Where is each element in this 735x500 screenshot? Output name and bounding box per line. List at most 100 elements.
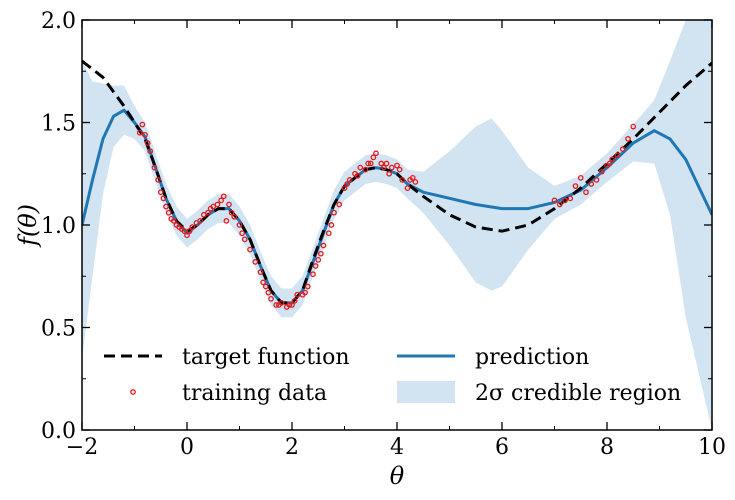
training-point: [551, 197, 558, 204]
training-point: [260, 279, 266, 286]
training-point: [257, 269, 264, 275]
legend-band-swatch: [397, 381, 455, 403]
y-tick-label: 0.0: [41, 419, 76, 444]
training-point: [331, 209, 337, 216]
training-point: [160, 195, 167, 202]
y-axis-label: f(θ): [14, 204, 42, 248]
training-point: [247, 246, 253, 253]
y-tick-label: 0.5: [41, 317, 76, 342]
training-point: [583, 189, 589, 196]
training-point: [328, 222, 335, 228]
training-point: [630, 123, 637, 130]
training-point: [556, 201, 563, 208]
y-tick-label: 1.5: [41, 112, 76, 137]
training-point: [205, 209, 211, 216]
training-point: [165, 209, 172, 216]
training-point: [567, 195, 574, 202]
training-point: [262, 283, 269, 290]
training-point: [325, 230, 332, 237]
x-tick-label: −2: [66, 435, 98, 460]
training-point: [184, 232, 190, 239]
training-point: [383, 160, 390, 167]
training-point: [394, 162, 400, 169]
y-tick-label: 2.0: [41, 9, 76, 34]
training-point: [593, 177, 600, 183]
x-tick-label: 4: [390, 435, 404, 460]
training-point: [315, 256, 322, 263]
training-point: [220, 193, 227, 200]
training-point: [241, 236, 248, 243]
training-point: [386, 170, 392, 177]
training-point: [186, 228, 193, 234]
credible-region-layer: [82, 20, 712, 430]
training-point: [200, 211, 207, 218]
target-function-line: [82, 59, 712, 305]
training-point: [239, 230, 245, 237]
credible-region-band: [82, 20, 712, 430]
training-point: [142, 131, 148, 138]
prediction-line: [82, 108, 712, 305]
training-point: [318, 250, 324, 257]
training-point: [155, 177, 161, 183]
training-point: [341, 185, 348, 191]
legend-training-swatch: [130, 389, 136, 395]
x-tick-label: 0: [180, 435, 194, 460]
training-point: [388, 164, 395, 171]
training-point: [147, 148, 154, 155]
axes: −2 0 2 4 6 8 10 0.0 0.5 1.0 1.5 2.0 θ f(θ): [14, 9, 726, 490]
training-point: [614, 152, 621, 159]
training-point: [367, 160, 374, 167]
training-point: [310, 271, 316, 278]
training-point: [144, 140, 151, 146]
training-point: [378, 160, 385, 167]
training-point: [344, 181, 350, 187]
training-point: [163, 203, 169, 210]
training-point: [181, 228, 188, 234]
training-point: [223, 218, 230, 224]
y-tick-label: 1.0: [41, 214, 76, 239]
training-point: [625, 136, 631, 142]
legend-label-target: target function: [182, 345, 350, 370]
training-point: [302, 289, 308, 296]
training-point: [273, 302, 280, 308]
training-point: [381, 164, 387, 171]
training-point: [197, 218, 203, 224]
training-point: [346, 177, 353, 183]
training-point: [404, 185, 411, 191]
training-point: [252, 259, 259, 265]
training-point: [409, 175, 416, 181]
training-point: [189, 224, 196, 230]
training-point: [609, 156, 616, 163]
training-point: [572, 183, 579, 189]
training-point: [278, 300, 285, 306]
x-tick-label: 2: [285, 435, 299, 460]
training-point: [336, 201, 343, 208]
x-tick-label: 10: [698, 435, 726, 460]
training-point: [286, 302, 293, 308]
training-point: [396, 166, 403, 173]
training-point: [370, 154, 377, 161]
x-axis-label: θ: [390, 462, 405, 490]
training-point: [577, 175, 584, 181]
training-point: [291, 297, 298, 304]
training-point: [226, 201, 232, 208]
training-point: [228, 209, 235, 216]
x-tick-label: 6: [495, 435, 509, 460]
training-point: [157, 189, 164, 196]
training-point: [139, 121, 146, 128]
training-point: [289, 302, 295, 308]
legend-label-training: training data: [182, 381, 327, 406]
training-point: [354, 172, 361, 179]
training-point: [151, 164, 158, 171]
training-point: [268, 295, 274, 302]
training-point: [606, 160, 613, 167]
training-point: [365, 160, 371, 167]
training-point: [562, 197, 568, 204]
training-point: [171, 218, 177, 224]
legend-label-prediction: prediction: [475, 345, 589, 370]
legend: target function prediction training data 2σ…: [104, 345, 681, 406]
training-point: [265, 289, 272, 296]
training-point: [598, 168, 605, 175]
training-point: [231, 213, 238, 220]
